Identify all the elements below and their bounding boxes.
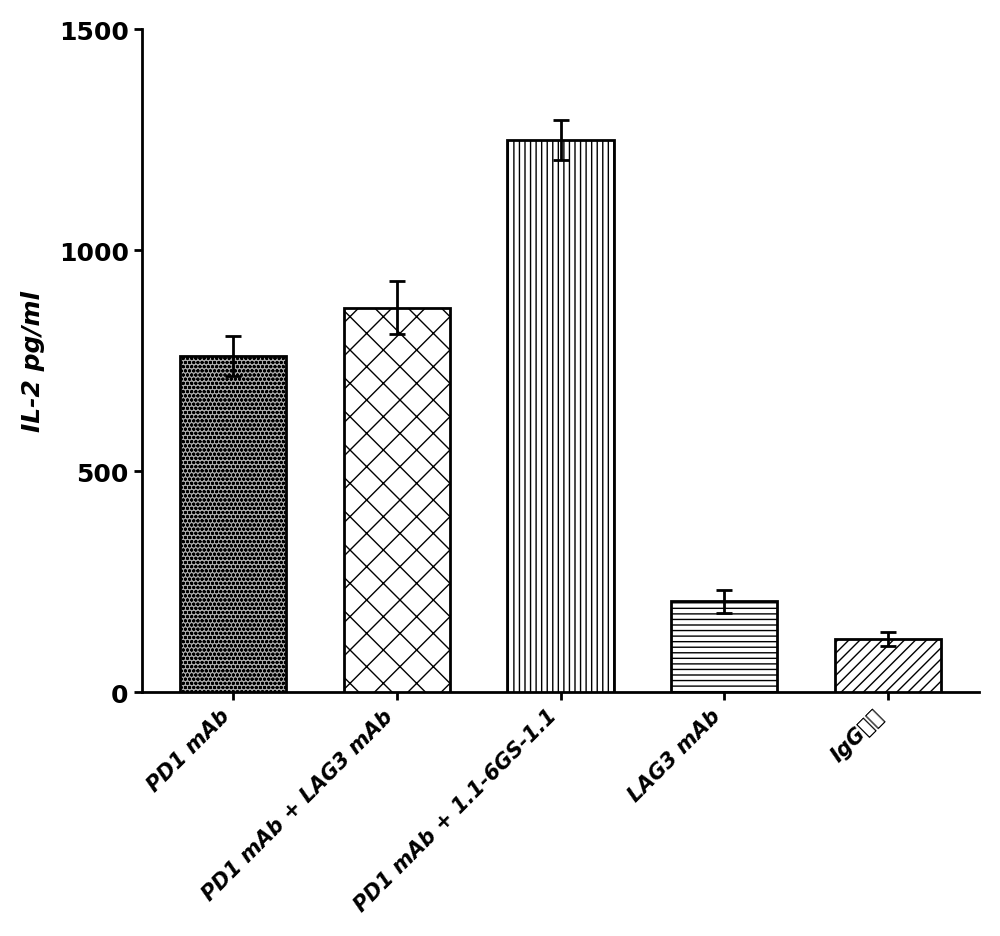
Bar <box>671 602 777 693</box>
Bar <box>344 308 450 693</box>
Bar <box>507 140 614 693</box>
Bar <box>835 639 941 693</box>
Bar <box>180 357 286 693</box>
Y-axis label: IL-2 pg/ml: IL-2 pg/ml <box>21 291 45 431</box>
